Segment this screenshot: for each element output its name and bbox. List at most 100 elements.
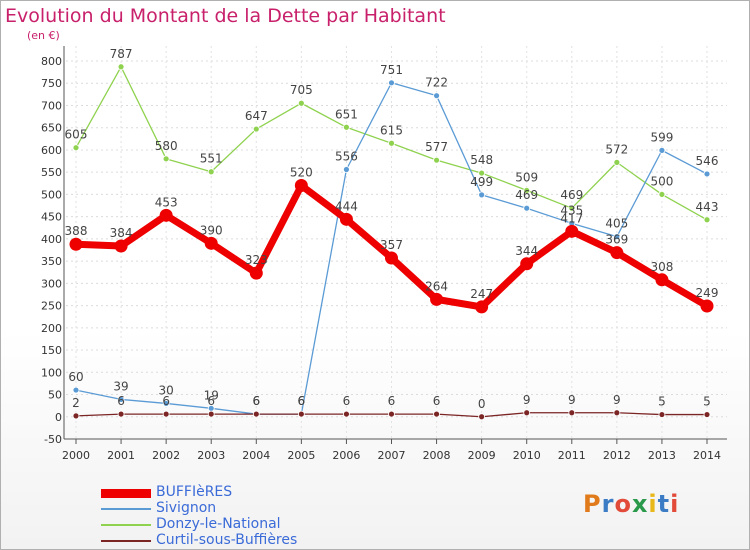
y-tick-label: 750: [41, 77, 62, 90]
data-point: [523, 204, 531, 212]
data-label: 615: [380, 123, 403, 137]
x-tick-label: 2008: [423, 449, 451, 462]
y-tick-label: -50: [44, 433, 62, 446]
y-tick-label: 50: [48, 389, 62, 402]
data-label: 572: [605, 142, 628, 156]
data-point: [162, 400, 170, 407]
data-label: 405: [605, 217, 628, 231]
data-label: 6: [252, 394, 260, 408]
y-tick-label: 100: [41, 366, 62, 379]
data-label: 580: [155, 139, 178, 153]
data-label: 5: [703, 395, 711, 409]
data-point: [613, 233, 621, 241]
data-point: [613, 409, 621, 417]
data-point: [565, 224, 579, 238]
y-tick-label: 700: [41, 99, 62, 112]
data-label: 556: [335, 150, 358, 164]
data-point: [478, 191, 486, 199]
x-tick-label: 2002: [152, 449, 180, 462]
data-label: 647: [245, 109, 268, 123]
y-tick-label: 400: [41, 233, 62, 246]
data-point: [69, 237, 83, 251]
data-point: [207, 168, 215, 176]
data-label: 444: [335, 199, 358, 213]
data-point: [294, 179, 308, 193]
data-label: 551: [200, 152, 223, 166]
data-point: [252, 410, 260, 418]
y-tick-label: 250: [41, 300, 62, 313]
data-label: 443: [696, 200, 719, 214]
y-tick-label: 600: [41, 144, 62, 157]
data-label: 577: [425, 140, 448, 154]
x-tick-label: 2004: [242, 449, 270, 462]
x-tick-label: 2007: [378, 449, 406, 462]
data-label: 9: [523, 393, 531, 407]
y-tick-label: 800: [41, 55, 62, 68]
data-point: [658, 411, 666, 418]
x-tick-label: 2006: [332, 449, 360, 462]
data-point: [343, 410, 350, 418]
data-point: [297, 410, 305, 418]
data-label: 30: [159, 383, 174, 397]
y-tick-label: 350: [41, 255, 62, 268]
data-label: 2: [72, 396, 80, 410]
data-point: [343, 123, 350, 131]
y-tick-label: 200: [41, 322, 62, 335]
data-point: [703, 216, 711, 224]
data-label: 469: [560, 188, 583, 202]
data-point: [520, 257, 534, 271]
data-point: [117, 63, 125, 71]
data-label: 6: [433, 394, 441, 408]
data-point: [475, 300, 489, 314]
data-point: [478, 413, 486, 421]
x-tick-label: 2010: [513, 449, 541, 462]
x-tick-label: 2014: [693, 449, 721, 462]
data-point: [72, 386, 80, 394]
data-point: [249, 266, 263, 280]
data-label: 651: [335, 107, 358, 121]
data-label: 546: [696, 154, 719, 168]
data-point: [388, 79, 395, 87]
data-label: 344: [515, 244, 538, 258]
legend-swatch: [101, 489, 151, 498]
proxiti-logo: Proxiti: [583, 490, 680, 518]
data-label: 9: [568, 393, 576, 407]
legend-label: Donzy-le-National: [156, 516, 281, 532]
y-tick-label: 150: [41, 344, 62, 357]
chart-unit: (en €): [27, 29, 60, 42]
data-point: [204, 236, 218, 250]
data-label: 0: [478, 397, 486, 411]
data-label: 247: [470, 287, 493, 301]
data-label: 787: [110, 47, 133, 61]
data-label: 9: [613, 393, 621, 407]
data-label: 520: [290, 166, 313, 180]
data-point: [433, 156, 440, 164]
data-point: [703, 170, 711, 178]
data-label: 6: [298, 394, 306, 408]
data-label: 453: [155, 195, 178, 209]
data-point: [162, 155, 170, 163]
data-point: [207, 410, 215, 418]
data-label: 6: [117, 394, 125, 408]
data-label: 5: [658, 395, 666, 409]
data-label: 388: [65, 224, 88, 238]
data-label: 384: [110, 226, 133, 240]
data-point: [700, 299, 714, 313]
data-point: [523, 409, 531, 417]
data-label: 249: [696, 286, 719, 300]
data-point: [114, 239, 128, 253]
data-point: [385, 251, 398, 265]
x-tick-label: 2012: [603, 449, 631, 462]
data-label: 6: [298, 394, 306, 408]
legend-label: Sivignon: [156, 500, 217, 516]
data-label: 722: [425, 76, 448, 90]
data-label: 6: [388, 394, 396, 408]
data-point: [703, 411, 711, 418]
data-label: 19: [204, 388, 219, 402]
data-point: [339, 212, 353, 226]
data-label: 500: [650, 174, 673, 188]
legend-label: BUFFIèRES: [156, 484, 233, 500]
data-point: [159, 208, 173, 222]
